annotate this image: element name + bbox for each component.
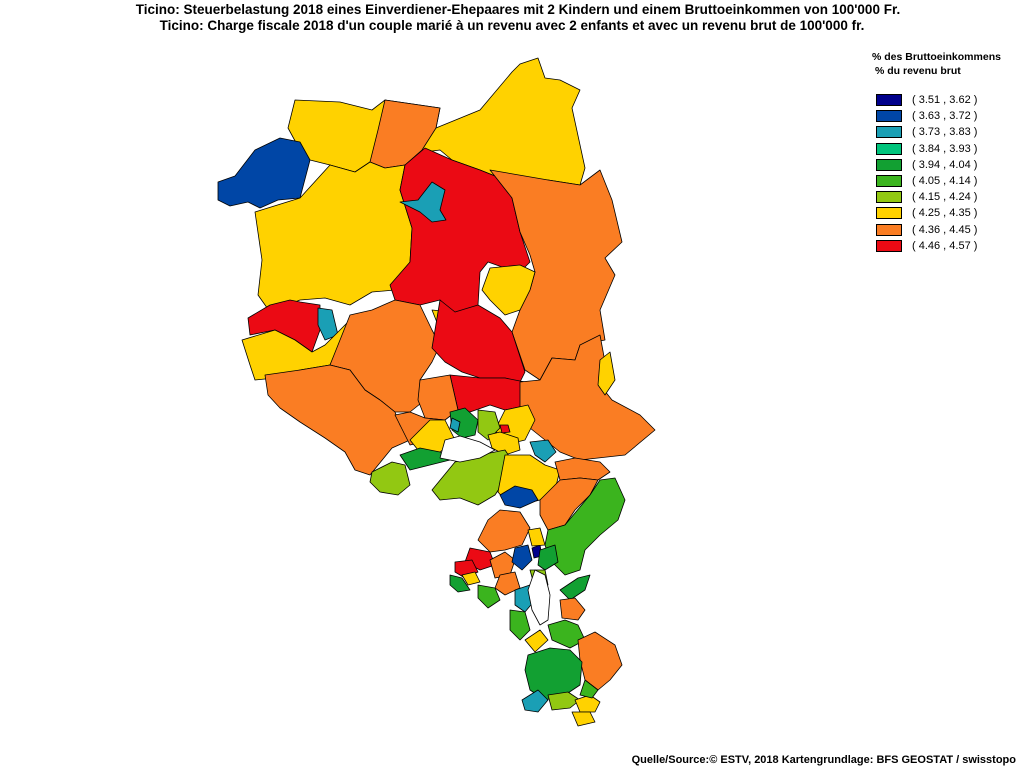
- legend-swatch: [876, 239, 902, 252]
- municipality-region: [559, 597, 586, 621]
- legend-item: ( 4.15 , 4.24 ): [872, 189, 1022, 205]
- municipality-region: [574, 694, 601, 713]
- municipality-region: [511, 544, 533, 571]
- legend-item-label: ( 4.15 , 4.24 ): [912, 191, 978, 204]
- municipality-region: [499, 485, 539, 509]
- legend-item: ( 4.05 , 4.14 ): [872, 173, 1022, 189]
- municipality-region: [449, 374, 529, 413]
- municipality-region: [544, 477, 626, 576]
- municipality-region: [264, 364, 411, 476]
- legend-swatch: [876, 191, 902, 204]
- municipality-region: [547, 691, 581, 711]
- legend-swatch: [876, 175, 902, 188]
- municipality-region: [461, 571, 481, 586]
- legend-item-label: ( 3.84 , 3.93 ): [912, 142, 978, 155]
- legend-item: ( 4.46 , 4.57 ): [872, 238, 1022, 254]
- legend-swatch: [876, 110, 902, 123]
- municipality-region: [477, 584, 501, 609]
- municipality-region: [554, 457, 611, 481]
- legend-item: ( 3.73 , 3.83 ): [872, 124, 1022, 140]
- municipality-region: [449, 574, 471, 593]
- legend-swatch: [876, 207, 902, 220]
- legend-item: ( 3.94 , 4.04 ): [872, 157, 1022, 173]
- municipality-region: [579, 679, 599, 699]
- legend-item: ( 3.51 , 3.62 ): [872, 92, 1022, 108]
- municipality-region: [477, 509, 531, 553]
- legend-item: ( 3.84 , 3.93 ): [872, 141, 1022, 157]
- municipality-region: [597, 351, 616, 396]
- legend-item-label: ( 3.51 , 3.62 ): [912, 94, 978, 107]
- legend-item-label: ( 4.25 , 4.35 ): [912, 207, 978, 220]
- map-title: Ticino: Steuerbelastung 2018 eines Einve…: [0, 2, 1024, 34]
- legend-item-label: ( 3.73 , 3.83 ): [912, 126, 978, 139]
- municipality-region: [489, 551, 516, 579]
- title-line-german: Ticino: Steuerbelastung 2018 eines Einve…: [135, 2, 901, 17]
- legend-swatch: [876, 142, 902, 155]
- municipality-region: [571, 711, 596, 727]
- legend-swatch: [876, 94, 902, 107]
- municipality-region: [369, 461, 411, 496]
- legend-item-label: ( 4.46 , 4.57 ): [912, 239, 978, 252]
- legend-item-label: ( 3.94 , 4.04 ): [912, 158, 978, 171]
- legend-item: ( 4.36 , 4.45 ): [872, 222, 1022, 238]
- legend-title-german: % des Bruttoeinkommens: [872, 51, 1001, 63]
- legend-item-label: ( 3.63 , 3.72 ): [912, 110, 978, 123]
- legend-item: ( 4.25 , 4.35 ): [872, 205, 1022, 221]
- municipality-region: [494, 571, 521, 596]
- municipality-region: [217, 137, 311, 209]
- municipality-region: [519, 334, 656, 461]
- municipality-region: [524, 647, 583, 701]
- legend-title: % des Bruttoeinkommens % du revenu brut: [872, 50, 1022, 78]
- lake-lugano: [527, 569, 551, 626]
- municipality-region: [399, 181, 447, 223]
- legend-swatch: [876, 223, 902, 236]
- municipality-region: [317, 307, 339, 341]
- municipality-region: [529, 439, 557, 463]
- municipality-region: [509, 609, 531, 641]
- source-credit: Quelle/Source:© ESTV, 2018 Kartengrundla…: [631, 754, 1016, 766]
- legend-item: ( 3.63 , 3.72 ): [872, 108, 1022, 124]
- municipality-region: [499, 424, 511, 434]
- map-legend: % des Bruttoeinkommens % du revenu brut …: [872, 50, 1022, 254]
- legend-swatch: [876, 158, 902, 171]
- municipality-region: [449, 417, 461, 433]
- legend-item-label: ( 4.05 , 4.14 ): [912, 175, 978, 188]
- municipality-region: [481, 264, 536, 316]
- municipality-region: [559, 574, 591, 601]
- title-line-french: Ticino: Charge fiscale 2018 d'un couple …: [159, 18, 865, 33]
- municipality-region: [527, 527, 546, 547]
- legend-item-label: ( 4.36 , 4.45 ): [912, 223, 978, 236]
- municipality-region: [537, 544, 559, 571]
- lake-maggiore: [439, 435, 496, 463]
- legend-title-french: % du revenu brut: [875, 65, 961, 77]
- municipality-region: [539, 477, 599, 531]
- legend-swatch: [876, 126, 902, 139]
- municipality-region: [524, 629, 549, 653]
- municipality-region: [521, 689, 549, 713]
